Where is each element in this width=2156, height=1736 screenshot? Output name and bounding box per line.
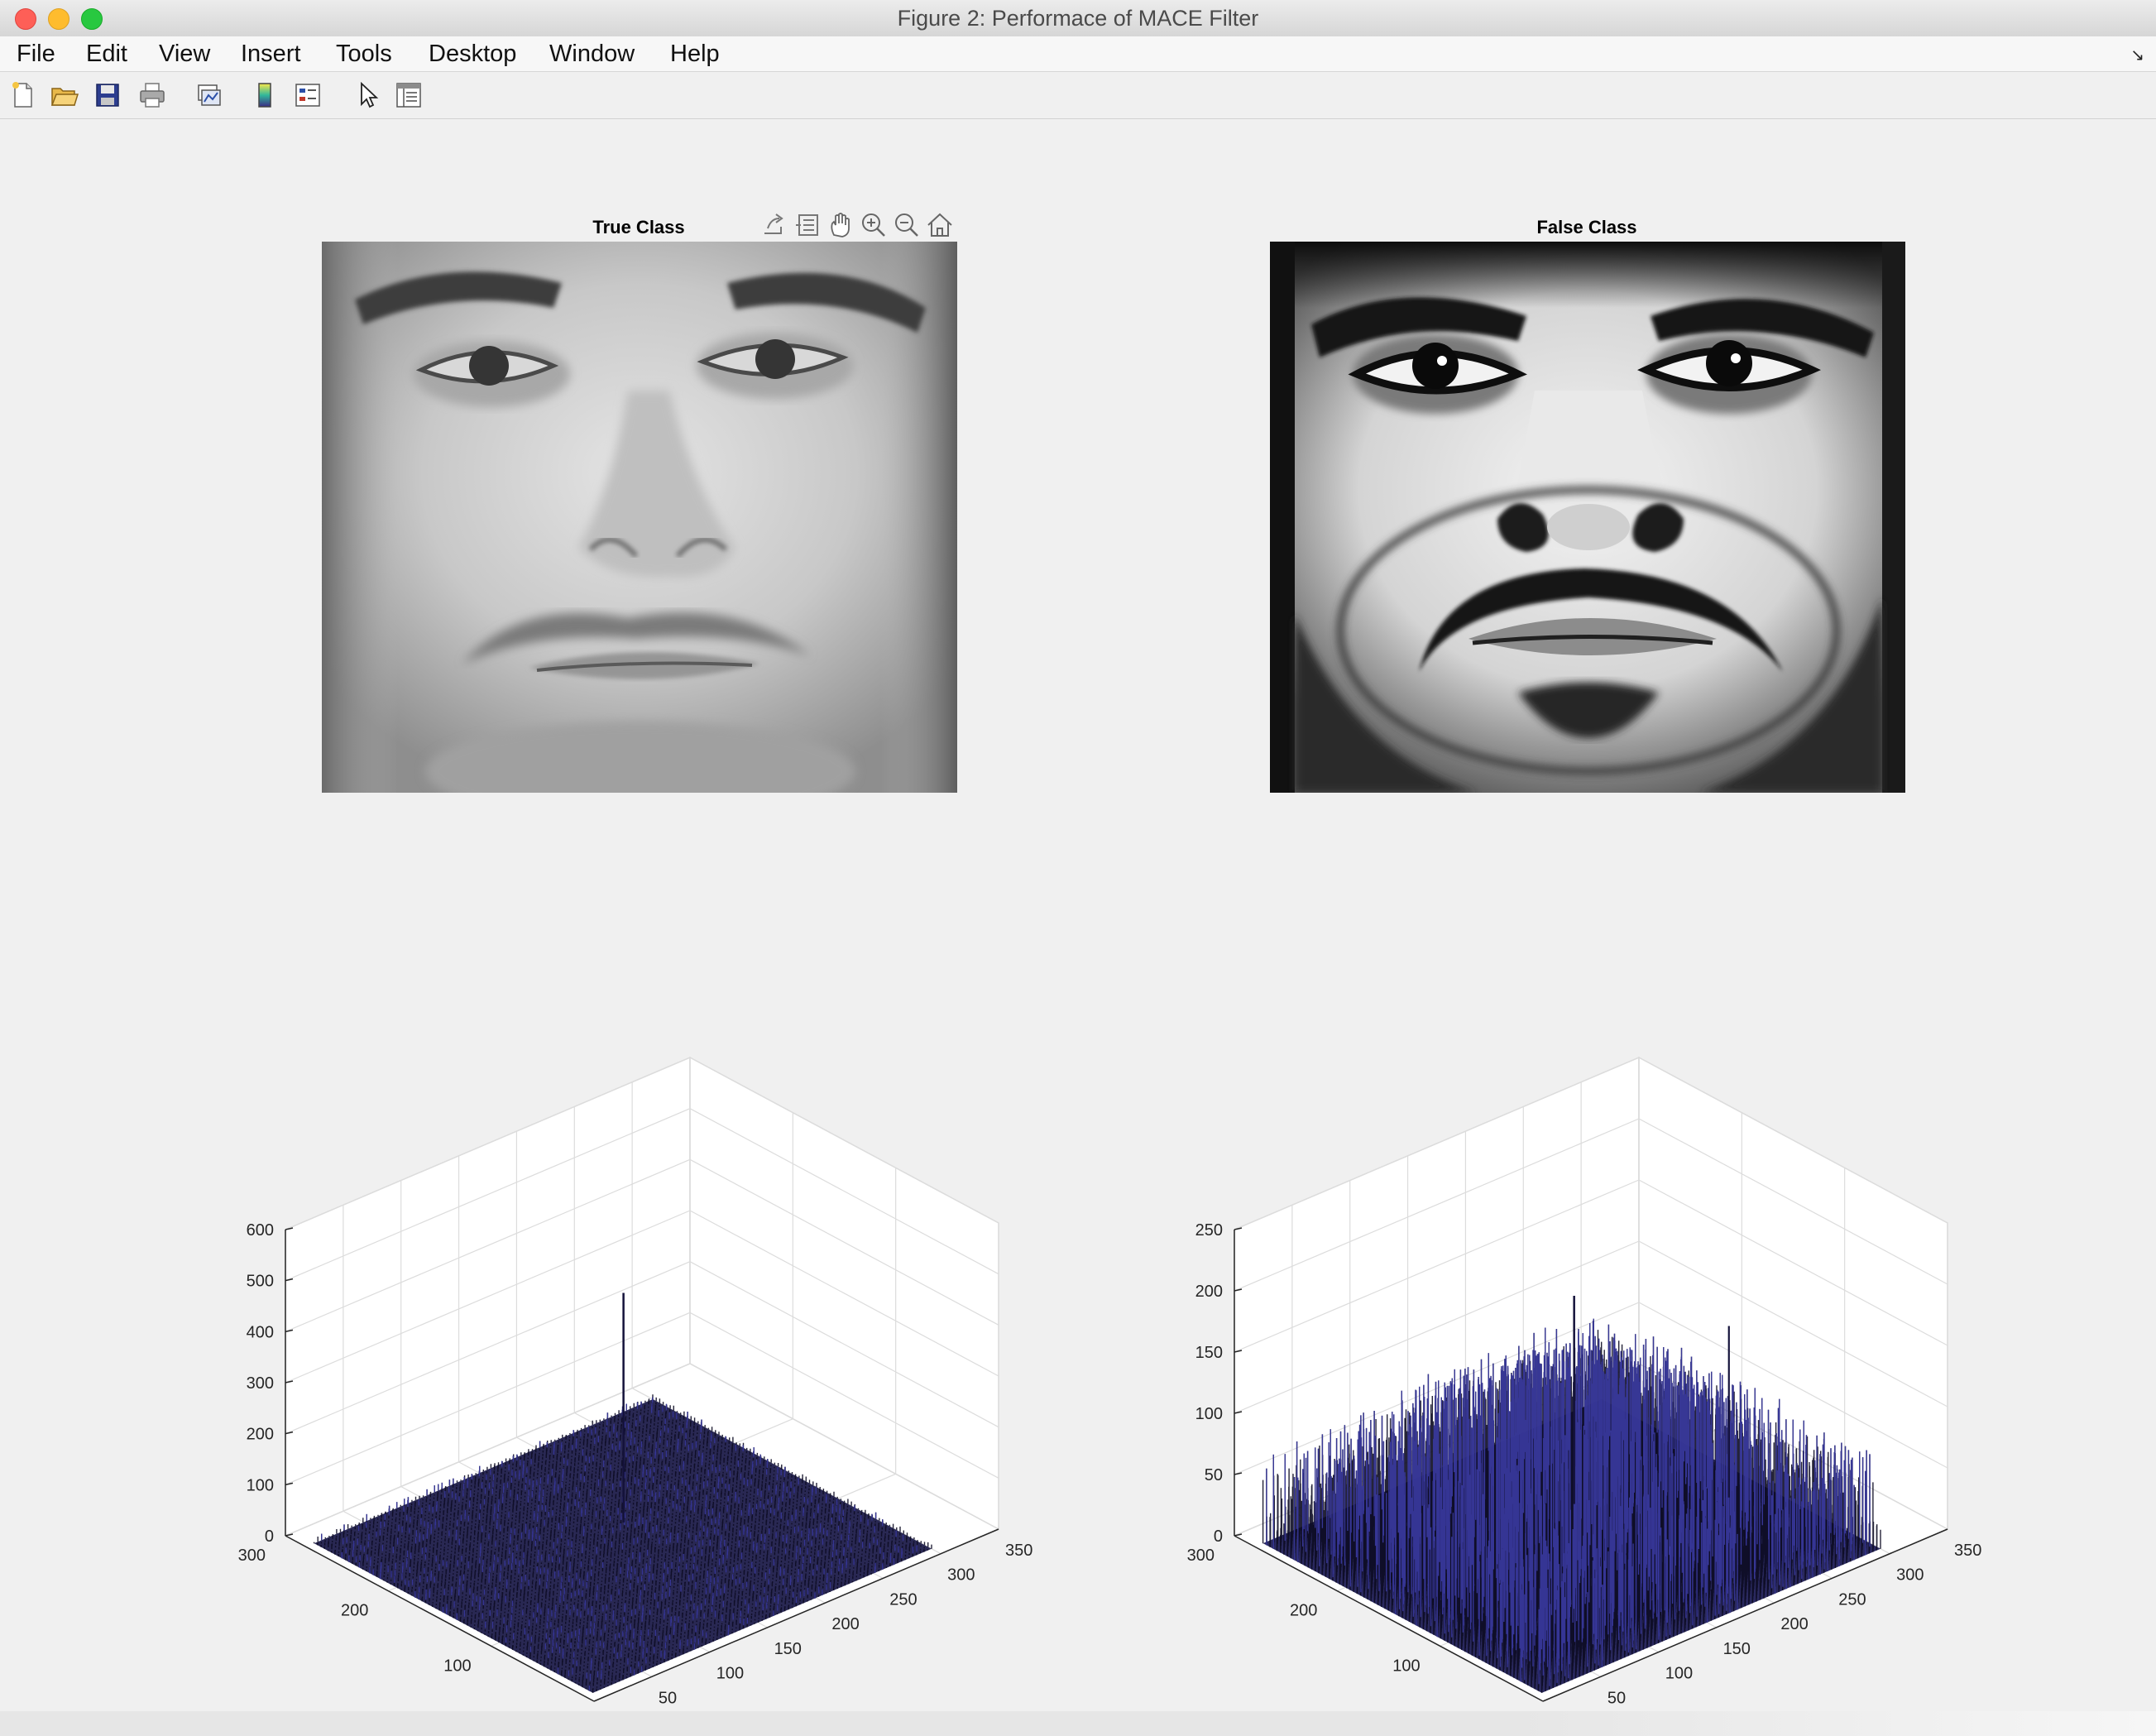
z-tick-label: 200 bbox=[247, 1426, 274, 1444]
z-tick-label: 100 bbox=[1195, 1405, 1223, 1423]
x-tick-label: 150 bbox=[774, 1640, 802, 1658]
false-class-correlation-surface: 0501001502002500100200300050100150200250… bbox=[1187, 1056, 1981, 1724]
true-class-title: True Class bbox=[592, 217, 685, 237]
window-title: Figure 2: Performace of MACE Filter bbox=[897, 6, 1259, 31]
x-tick-label: 50 bbox=[1607, 1689, 1626, 1707]
z-tick-label: 100 bbox=[247, 1476, 274, 1494]
x-tick-label: 250 bbox=[889, 1590, 917, 1609]
x-tick-label: 50 bbox=[659, 1689, 677, 1707]
y-tick-label: 300 bbox=[1187, 1547, 1215, 1565]
edit-plot-icon[interactable] bbox=[352, 80, 382, 110]
z-tick-label: 400 bbox=[247, 1323, 274, 1341]
menu-insert[interactable]: Insert bbox=[241, 41, 301, 67]
y-axis-line bbox=[285, 1535, 595, 1702]
title-bar[interactable]: Figure 2: Performace of MACE Filter bbox=[0, 0, 2156, 37]
x-tick-label: 300 bbox=[947, 1566, 975, 1585]
z-tick-label: 0 bbox=[265, 1527, 274, 1546]
surface-highlight bbox=[1266, 1318, 1871, 1686]
x-axis-line bbox=[1542, 1528, 1948, 1702]
dock-arrow-icon[interactable]: ↘ bbox=[2130, 46, 2144, 65]
surface-highlight bbox=[321, 1397, 917, 1691]
maximize-window-button[interactable] bbox=[81, 8, 103, 30]
x-tick-label: 250 bbox=[1838, 1590, 1866, 1609]
x-tick-label: 300 bbox=[1896, 1566, 1924, 1585]
link-plot-icon[interactable] bbox=[194, 80, 223, 110]
print-figure-icon[interactable] bbox=[137, 80, 167, 110]
menu-help[interactable]: Help bbox=[670, 41, 720, 67]
z-tick-label: 600 bbox=[247, 1221, 274, 1240]
restore-view-home-icon[interactable] bbox=[925, 210, 955, 240]
true-class-correlation-surface: 0100200300400500600010020030005010015020… bbox=[238, 1056, 1032, 1724]
z-tick-label: 50 bbox=[1205, 1466, 1223, 1484]
surface-noise bbox=[313, 1394, 932, 1693]
insert-colorbar-icon[interactable] bbox=[250, 80, 280, 110]
zoom-in-icon[interactable] bbox=[859, 210, 889, 240]
menu-file[interactable]: File bbox=[17, 41, 55, 67]
y-tick-label: 300 bbox=[238, 1547, 266, 1565]
x-tick-label: 100 bbox=[716, 1665, 744, 1683]
new-figure-icon[interactable] bbox=[8, 80, 38, 110]
menu-bar: File Edit View Insert Tools Desktop Wind… bbox=[0, 36, 2156, 72]
z-tick-label: 300 bbox=[247, 1374, 274, 1393]
x-tick-label: 150 bbox=[1723, 1640, 1751, 1658]
x-tick-label: 200 bbox=[831, 1615, 859, 1633]
brush-icon[interactable] bbox=[793, 210, 822, 240]
figure-toolbar bbox=[0, 72, 2156, 119]
axes-toolbar bbox=[759, 210, 958, 243]
insert-legend-icon[interactable] bbox=[293, 80, 323, 110]
menu-edit[interactable]: Edit bbox=[86, 41, 127, 67]
close-window-button[interactable] bbox=[15, 8, 36, 30]
z-tick-label: 200 bbox=[1195, 1283, 1223, 1301]
zoom-out-icon[interactable] bbox=[892, 210, 922, 240]
save-figure-icon[interactable] bbox=[93, 80, 122, 110]
false-class-face-image bbox=[1270, 242, 1905, 793]
menu-desktop[interactable]: Desktop bbox=[429, 41, 517, 67]
y-tick-label: 100 bbox=[1392, 1657, 1420, 1675]
export-icon[interactable] bbox=[759, 210, 789, 240]
property-inspector-icon[interactable] bbox=[394, 80, 424, 110]
x-tick-label: 200 bbox=[1780, 1615, 1808, 1633]
z-tick-label: 150 bbox=[1195, 1344, 1223, 1362]
minimize-window-button[interactable] bbox=[48, 8, 69, 30]
figure-canvas: True Class bbox=[0, 119, 2156, 1736]
x-tick-label: 350 bbox=[1005, 1542, 1032, 1560]
x-axis-line bbox=[593, 1528, 999, 1702]
true-class-face-image bbox=[322, 242, 957, 793]
x-tick-label: 100 bbox=[1665, 1665, 1693, 1683]
z-tick-label: 500 bbox=[247, 1273, 274, 1291]
status-strip bbox=[0, 1711, 2156, 1736]
menu-tools[interactable]: Tools bbox=[336, 41, 392, 67]
y-axis-line bbox=[1234, 1535, 1544, 1702]
menu-view[interactable]: View bbox=[159, 41, 211, 67]
z-tick-label: 250 bbox=[1195, 1221, 1223, 1240]
open-file-icon[interactable] bbox=[50, 80, 79, 110]
y-tick-label: 200 bbox=[341, 1602, 368, 1620]
menu-window[interactable]: Window bbox=[549, 41, 635, 67]
y-tick-label: 200 bbox=[1290, 1602, 1317, 1620]
pan-hand-icon[interactable] bbox=[826, 210, 855, 240]
z-tick-label: 0 bbox=[1214, 1527, 1223, 1546]
surface-mesh bbox=[1262, 1296, 1881, 1693]
x-tick-label: 350 bbox=[1954, 1542, 1981, 1560]
false-class-title: False Class bbox=[1536, 217, 1637, 237]
surface-mesh bbox=[313, 1292, 932, 1693]
y-tick-label: 100 bbox=[443, 1657, 471, 1675]
